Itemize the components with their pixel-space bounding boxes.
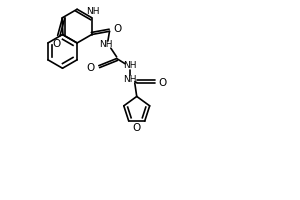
Text: O: O: [52, 39, 60, 49]
Text: NH: NH: [100, 40, 113, 49]
Text: NH: NH: [124, 61, 137, 70]
Text: O: O: [113, 24, 122, 34]
Text: O: O: [158, 78, 167, 88]
Text: O: O: [133, 123, 141, 133]
Text: NH: NH: [124, 75, 137, 84]
Text: O: O: [87, 63, 95, 73]
Text: NH: NH: [86, 7, 100, 16]
